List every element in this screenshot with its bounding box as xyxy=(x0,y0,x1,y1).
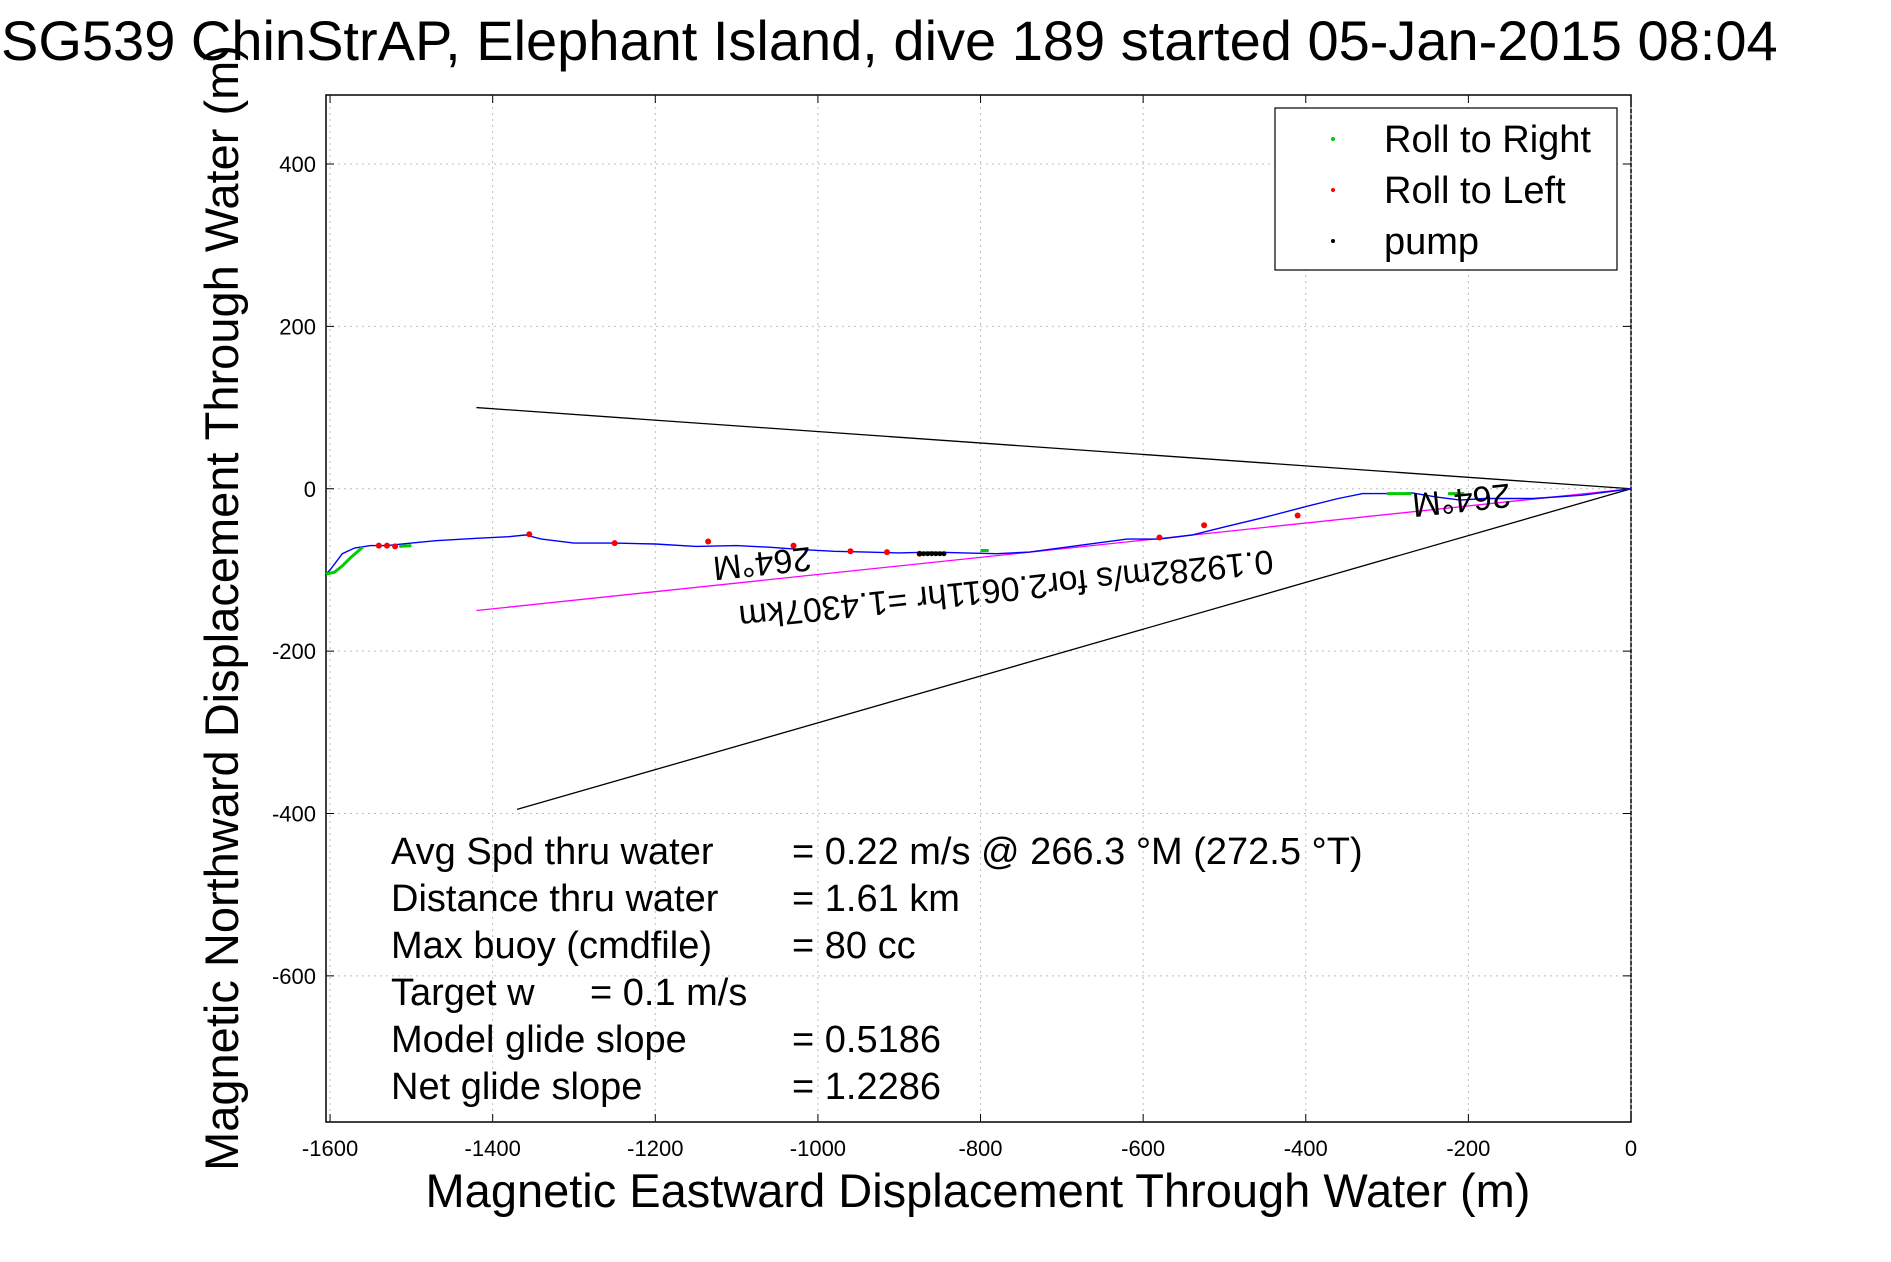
y-tick-label: -400 xyxy=(272,801,316,826)
pump-point xyxy=(937,551,943,557)
stat-value-model-glide: = 0.5186 xyxy=(792,1019,941,1061)
x-tick-label: -1000 xyxy=(790,1136,846,1161)
x-tick-label: -400 xyxy=(1284,1136,1328,1161)
stat-value-max-buoy: = 80 cc xyxy=(792,925,916,967)
pump-point xyxy=(921,551,927,557)
stat-label-max-buoy: Max buoy (cmdfile) xyxy=(391,925,712,967)
pump-point xyxy=(933,551,939,557)
legend-label-roll-right: Roll to Right xyxy=(1384,119,1591,161)
reference-line-heading xyxy=(476,488,1632,612)
x-tick-label: -600 xyxy=(1121,1136,1165,1161)
roll-left-point xyxy=(392,543,399,550)
pump-point xyxy=(941,551,947,557)
grid xyxy=(326,95,1632,1122)
y-tick-label: 0 xyxy=(304,477,316,502)
stat-value-net-glide: = 1.2286 xyxy=(792,1066,941,1108)
legend-label-pump: pump xyxy=(1384,221,1479,263)
pump-point xyxy=(929,551,935,557)
roll-right-segment xyxy=(399,544,412,548)
roll-left-point xyxy=(1201,522,1208,529)
stats-block: Avg Spd thru water = 0.22 m/s @ 266.3 °M… xyxy=(391,831,1363,1108)
y-tick-label: 400 xyxy=(279,152,316,177)
x-tick-label: -1600 xyxy=(302,1136,358,1161)
pump-point xyxy=(925,551,931,557)
x-tick-label: -200 xyxy=(1446,1136,1490,1161)
legend-marker-pump xyxy=(1331,239,1335,243)
y-tick-label: 200 xyxy=(279,314,316,339)
stat-value-target-w: = 0.1 m/s xyxy=(590,972,747,1014)
roll-left-point xyxy=(611,540,618,547)
y-tick-label: -200 xyxy=(272,639,316,664)
x-axis-label: Magnetic Eastward Displacement Through W… xyxy=(426,1164,1531,1217)
roll-left-point xyxy=(383,542,390,549)
roll-left-point xyxy=(526,531,533,538)
stat-label-net-glide: Net glide slope xyxy=(391,1066,642,1108)
stat-value-avg-speed: = 0.22 m/s @ 266.3 °M (272.5 °T) xyxy=(792,831,1363,873)
x-tick-label: -1400 xyxy=(465,1136,521,1161)
roll-left-point xyxy=(375,542,382,549)
reference-lines xyxy=(476,406,1632,811)
roll-left-point xyxy=(847,548,854,555)
roll-left-point xyxy=(1156,534,1163,541)
x-tick-label: -1200 xyxy=(627,1136,683,1161)
stat-value-distance: = 1.61 km xyxy=(792,878,960,920)
markers-layer xyxy=(375,512,1301,557)
stat-label-distance: Distance thru water xyxy=(391,878,719,920)
pump-point xyxy=(917,551,923,557)
legend-marker-roll-right xyxy=(1331,137,1335,141)
reference-line-upper xyxy=(476,406,1632,490)
roll-left-point xyxy=(884,549,891,556)
y-axis-label: Magnetic Northward Displacement Through … xyxy=(195,45,248,1171)
roll-left-point xyxy=(790,542,797,549)
track-layer xyxy=(325,488,1632,576)
stat-label-model-glide: Model glide slope xyxy=(391,1019,687,1061)
reference-line-lower xyxy=(516,488,1632,811)
roll-right-segment xyxy=(325,546,364,576)
x-tick-label: -800 xyxy=(959,1136,1003,1161)
x-tick-label: 0 xyxy=(1625,1136,1637,1161)
legend-label-roll-left: Roll to Left xyxy=(1384,170,1566,212)
y-tick-label: -600 xyxy=(272,964,316,989)
axis-ticks: -1600 -1400 -1200 -1000 -800 -600 -400 -200 0 -60… xyxy=(272,95,1637,1161)
legend-marker-roll-left xyxy=(1331,188,1335,192)
legend: Roll to Right Roll to Left pump xyxy=(1274,107,1618,271)
roll-left-point xyxy=(1294,512,1301,519)
roll-left-point xyxy=(705,538,712,545)
chart-title: SG539 ChinStrAP, Elephant Island, dive 1… xyxy=(1,9,1778,72)
stat-label-target-w: Target w xyxy=(391,972,535,1014)
stat-label-avg-speed: Avg Spd thru water xyxy=(391,831,714,873)
